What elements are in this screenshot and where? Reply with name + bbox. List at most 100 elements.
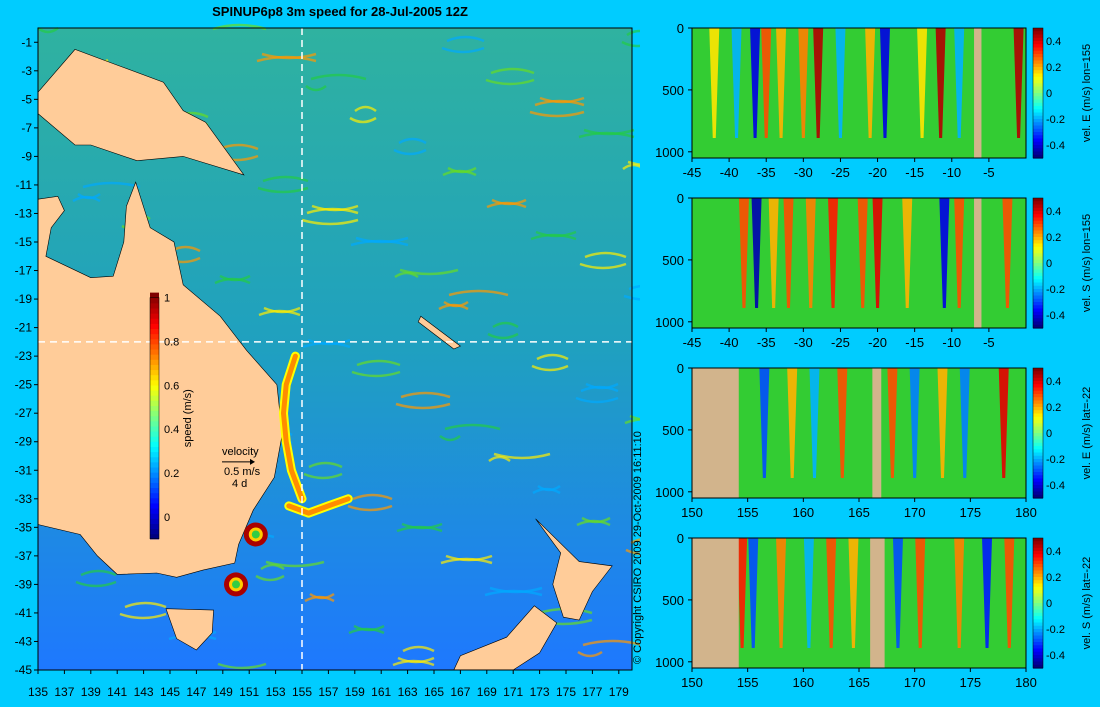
section-background [692, 538, 1026, 668]
section-colorbar-segment [1033, 41, 1043, 45]
section-colorbar-tick-label: -0.2 [1046, 114, 1065, 126]
section-colorbar-segment [1033, 57, 1043, 62]
section-colorbar-segment [1033, 494, 1043, 499]
section-colorbar-segment [1033, 34, 1043, 39]
colorbar-segment [150, 359, 159, 365]
section-colorbar-segment [1033, 557, 1043, 562]
section-colorbar-segment [1033, 73, 1043, 78]
section-column [750, 28, 761, 138]
section-x-tick-label: 150 [681, 675, 703, 690]
section-column [776, 28, 787, 138]
colorbar-segment [150, 297, 159, 304]
section-colorbar-segment [1033, 285, 1043, 290]
section-colorbar-segment [1033, 112, 1043, 117]
section-y-tick-label: 1000 [655, 655, 684, 670]
colorbar-segment [150, 446, 159, 453]
colorbar-segment [150, 308, 159, 314]
colorbar-segment [150, 302, 159, 309]
velocity-key-label: velocity [222, 446, 259, 458]
section-colorbar-segment [1033, 31, 1043, 36]
section-colorbar-frame [1032, 537, 1044, 669]
colorbar-segment [150, 410, 159, 417]
x-tick-label: 173 [530, 685, 550, 699]
section-colorbar-segment [1033, 89, 1043, 94]
section-columns [709, 28, 1024, 138]
colorbar-segment [150, 318, 159, 324]
section-colorbar-frame [1032, 197, 1044, 329]
section-colorbar-segment [1033, 394, 1043, 398]
x-tick-label: 147 [186, 685, 206, 699]
section-colorbar-segment [1033, 220, 1043, 225]
section-x-tick-label: -15 [905, 165, 924, 180]
section-colorbar-segment [1033, 472, 1043, 476]
x-tick-label: 161 [371, 685, 391, 699]
section-column [826, 538, 837, 648]
section-colorbar-segment [1033, 259, 1043, 264]
section-colorbar-segment [1033, 246, 1043, 251]
section-colorbar-segment [1033, 603, 1043, 607]
section-colorbar-segment [1033, 70, 1043, 75]
section-x-tick-label: 155 [737, 505, 759, 520]
section-column [805, 198, 816, 308]
copyright-text: © Copyright CSIRO 2009 29-Oct-2009 16:11… [632, 431, 644, 664]
section-column [917, 28, 928, 138]
colorbar-tick-label: 0.4 [164, 424, 179, 436]
section-colorbar-tick-label: 0.2 [1046, 402, 1061, 414]
section-colorbar-segment [1033, 658, 1043, 663]
section-y-tick-label: 0 [677, 362, 684, 376]
section-y-tick-label: 1000 [655, 145, 684, 160]
section-colorbar-segment [1033, 384, 1043, 389]
y-tick-label: -21 [15, 321, 33, 335]
section-panel-4: 150 155 160 165 170 175 180 0 500 1000 0.4 0.2 0 -0.2… [640, 531, 1100, 702]
x-tick-label: 165 [424, 685, 444, 699]
section-colorbar-segment [1033, 295, 1043, 300]
section-colorbar-segment [1033, 642, 1043, 646]
section-colorbar-segment [1033, 253, 1043, 258]
colorbar-segment [150, 354, 159, 360]
section-colorbar-segment [1033, 266, 1043, 271]
section-colorbar-segment [1033, 217, 1043, 222]
section-colorbar-segment [1033, 403, 1043, 408]
colorbar-segment [150, 528, 159, 535]
y-tick-label: -15 [15, 235, 33, 249]
colorbar-segment [150, 502, 159, 509]
section-colorbar-segment [1033, 616, 1043, 620]
section-colorbar-segment [1033, 390, 1043, 395]
section-colorbar-segment [1033, 573, 1043, 578]
x-tick-label: 151 [239, 685, 259, 699]
section-colorbar-segment [1033, 83, 1043, 88]
section-column [783, 198, 794, 308]
section-column [954, 28, 965, 138]
section-colorbar-segment [1033, 230, 1043, 235]
section-colorbar-segment [1033, 619, 1043, 624]
section-colorbar-segment [1033, 279, 1043, 284]
section-colorbar-segment [1033, 67, 1043, 71]
section-x-tick-label: -45 [683, 165, 702, 180]
section-colorbar-segment [1033, 138, 1043, 143]
colorbar-segment [150, 518, 159, 524]
section-colorbar-segment [1033, 547, 1043, 552]
section-colorbar-segment [1033, 655, 1043, 659]
section-x-tick-label: -35 [757, 335, 776, 350]
section-column [879, 28, 890, 138]
section-colorbar-segment [1033, 243, 1043, 248]
section-colorbar-segment [1033, 237, 1043, 241]
section-y-tick-label: 500 [662, 593, 684, 608]
colorbar-segment [150, 405, 159, 412]
section-colorbar-segment [1033, 590, 1043, 594]
section-column [751, 198, 762, 308]
colorbar-segment [150, 431, 159, 437]
y-tick-label: -39 [15, 577, 33, 591]
section-colorbar-segment [1033, 661, 1043, 666]
section-panel-2: -45 -40 -35 -30 -25 -20 -15 -10 -5 0 500 1000 0.4 0.2… [640, 191, 1100, 362]
section-frame [691, 197, 1027, 329]
section-colorbar-segment [1033, 125, 1043, 130]
section-x-tick-label: 150 [681, 505, 703, 520]
section-panel-3: 150 155 160 165 170 175 180 0 500 1000 0.4 0.2 0 -0.2… [640, 361, 1100, 532]
map-frame [37, 27, 633, 671]
section-colorbar-segment [1033, 318, 1043, 323]
section-column [709, 28, 720, 138]
y-tick-label: -11 [16, 178, 33, 192]
section-x-tick-label: -10 [942, 335, 961, 350]
section-colorbar-segment [1033, 606, 1043, 611]
